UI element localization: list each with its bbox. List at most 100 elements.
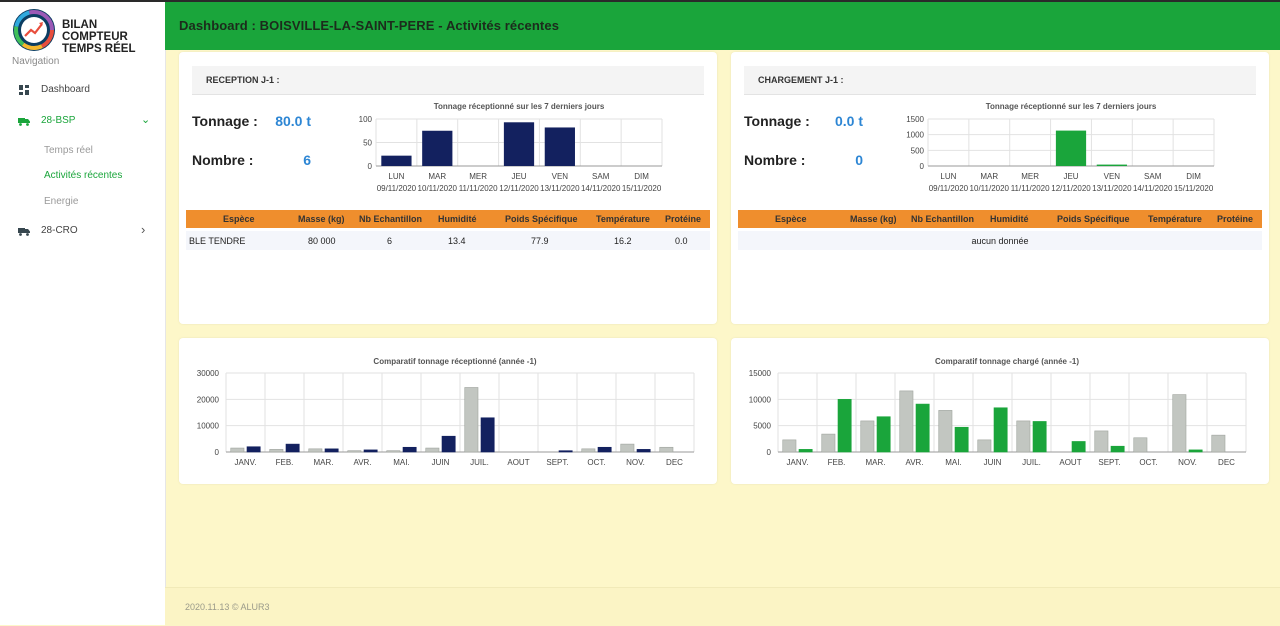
bar: [1096, 164, 1127, 166]
empty-table-message: aucun donnée: [971, 236, 1029, 246]
y-tick-label: 50: [363, 139, 372, 148]
bar: [324, 448, 339, 453]
page-header: Dashboard : BOISVILLE-LA-SAINT-PERE - Ac…: [165, 2, 1280, 50]
bar: [347, 450, 362, 453]
bar: [837, 399, 852, 453]
bar: [503, 122, 535, 166]
x-tick-label: MAI.: [393, 458, 409, 467]
x-tick-label: JUIN: [432, 458, 450, 467]
brand-line-1: BILAN COMPTEUR: [62, 19, 128, 43]
bar: [386, 450, 401, 453]
sidebar-subitem-energie[interactable]: Energie: [44, 196, 79, 207]
col-header-espece: Espèce: [775, 214, 807, 224]
sidebar-item-dashboard[interactable]: Dashboard: [0, 79, 165, 101]
reception-title: RECEPTION J-1 :: [206, 75, 280, 85]
x-tick-label: MER: [469, 172, 487, 181]
col-header-poids-specifique: Poids Spécifique: [1057, 214, 1130, 224]
chargement-nombre-value: 0: [855, 152, 863, 168]
bar: [915, 403, 930, 453]
gauge-logo-icon: [13, 9, 55, 51]
reception-tonnage-value: 80.0 t: [275, 113, 311, 129]
x-date-label: 14/11/2020: [1133, 184, 1173, 193]
bar: [977, 439, 992, 453]
cell-masse: 80 000: [308, 236, 336, 246]
col-header-nb-echantillon: Nb Echantillon: [359, 214, 422, 224]
cell-proteine: 0.0: [675, 236, 688, 246]
y-tick-label: 0: [368, 162, 373, 171]
x-date-label: 13/11/2020: [540, 184, 580, 193]
x-tick-label: JEU: [1063, 172, 1078, 181]
bar: [659, 446, 674, 453]
app-logo[interactable]: [12, 8, 56, 52]
sidebar-item-label: 28-CRO: [41, 225, 78, 236]
cell-temperature: 16.2: [614, 236, 632, 246]
x-tick-label: DIM: [1186, 172, 1201, 181]
truck-icon: [18, 118, 30, 126]
chargement-weekly-chart: Tonnage réceptionné sur les 7 derniers j…: [906, 102, 1215, 193]
chargement-panel: CHARGEMENT J-1 : Tonnage : 0.0 t Nombre …: [731, 52, 1269, 324]
reception-yearly-panel: Comparatif tonnage réceptionné (année -1…: [179, 338, 717, 484]
bar: [581, 448, 596, 453]
dashboard-icon: [19, 85, 29, 95]
brand-line-2: TEMPS RÉEL: [62, 43, 136, 55]
bar: [620, 443, 635, 453]
bar: [1032, 421, 1047, 453]
x-tick-label: FEB.: [276, 458, 294, 467]
x-tick-label: OCT.: [1139, 458, 1157, 467]
bar: [993, 407, 1008, 453]
y-tick-label: 10000: [197, 422, 220, 431]
col-header-masse: Masse (kg): [850, 214, 897, 224]
sidebar-item-28-cro[interactable]: 28-CRO ›: [0, 220, 165, 242]
x-tick-label: SEPT.: [546, 458, 568, 467]
chargement-panel-header: CHARGEMENT J-1 :: [744, 66, 1256, 95]
x-tick-label: NOV.: [1178, 458, 1197, 467]
bar: [954, 426, 969, 453]
x-tick-label: SAM: [592, 172, 610, 181]
cell-humidite: 13.4: [448, 236, 466, 246]
x-tick-label: JUIN: [984, 458, 1002, 467]
bar: [636, 449, 651, 453]
bar: [480, 417, 495, 453]
bar: [938, 410, 953, 453]
col-header-proteine: Protéine: [1217, 214, 1254, 224]
y-tick-label: 30000: [197, 369, 220, 378]
chargement-table-header: Espèce Masse (kg) Nb Echantillon Humidit…: [738, 210, 1262, 228]
reception-table-header: Espèce Masse (kg) Nb Echantillon Humidit…: [186, 210, 710, 228]
x-date-label: 10/11/2020: [418, 184, 458, 193]
x-date-label: 15/11/2020: [622, 184, 662, 193]
x-date-label: 10/11/2020: [970, 184, 1010, 193]
bar: [1172, 394, 1187, 453]
bar: [1055, 130, 1087, 166]
y-tick-label: 0: [920, 162, 925, 171]
x-date-label: 09/11/2020: [377, 184, 417, 193]
col-header-espece: Espèce: [223, 214, 255, 224]
chargement-title: CHARGEMENT J-1 :: [758, 75, 844, 85]
x-tick-label: DEC: [1218, 458, 1235, 467]
x-tick-label: JUIL.: [1022, 458, 1041, 467]
x-tick-label: LUN: [388, 172, 404, 181]
x-date-label: 14/11/2020: [581, 184, 621, 193]
x-tick-label: DIM: [634, 172, 649, 181]
y-tick-label: 15000: [749, 369, 772, 378]
cell-nb-echantillon: 6: [387, 236, 393, 246]
bar: [544, 127, 575, 166]
x-tick-label: SAM: [1144, 172, 1162, 181]
reception-tonnage-label: Tonnage :: [192, 113, 258, 129]
x-date-label: 13/11/2020: [1092, 184, 1132, 193]
sidebar-subitem-temps-reel[interactable]: Temps réel: [44, 145, 93, 156]
x-tick-label: JUIL.: [470, 458, 489, 467]
top-border: [0, 0, 1280, 2]
chart-title: Comparatif tonnage chargé (année -1): [935, 357, 1079, 366]
bar: [1110, 445, 1125, 453]
x-tick-label: MAR.: [314, 458, 334, 467]
sidebar-item-28-bsp[interactable]: 28-BSP ⌄: [0, 110, 165, 132]
reception-weekly-chart: Tonnage réceptionné sur les 7 derniers j…: [359, 102, 663, 193]
reception-yearly-chart: Comparatif tonnage réceptionné (année -1…: [197, 357, 695, 467]
sidebar-subitem-activites-recentes[interactable]: Activités récentes: [44, 170, 123, 181]
x-tick-label: JANV.: [787, 458, 809, 467]
x-tick-label: OCT.: [587, 458, 605, 467]
brand-name: BILAN COMPTEUR TEMPS RÉEL: [62, 19, 165, 55]
x-tick-label: AOUT: [507, 458, 529, 467]
bar: [899, 390, 914, 453]
y-tick-label: 0: [767, 448, 772, 457]
